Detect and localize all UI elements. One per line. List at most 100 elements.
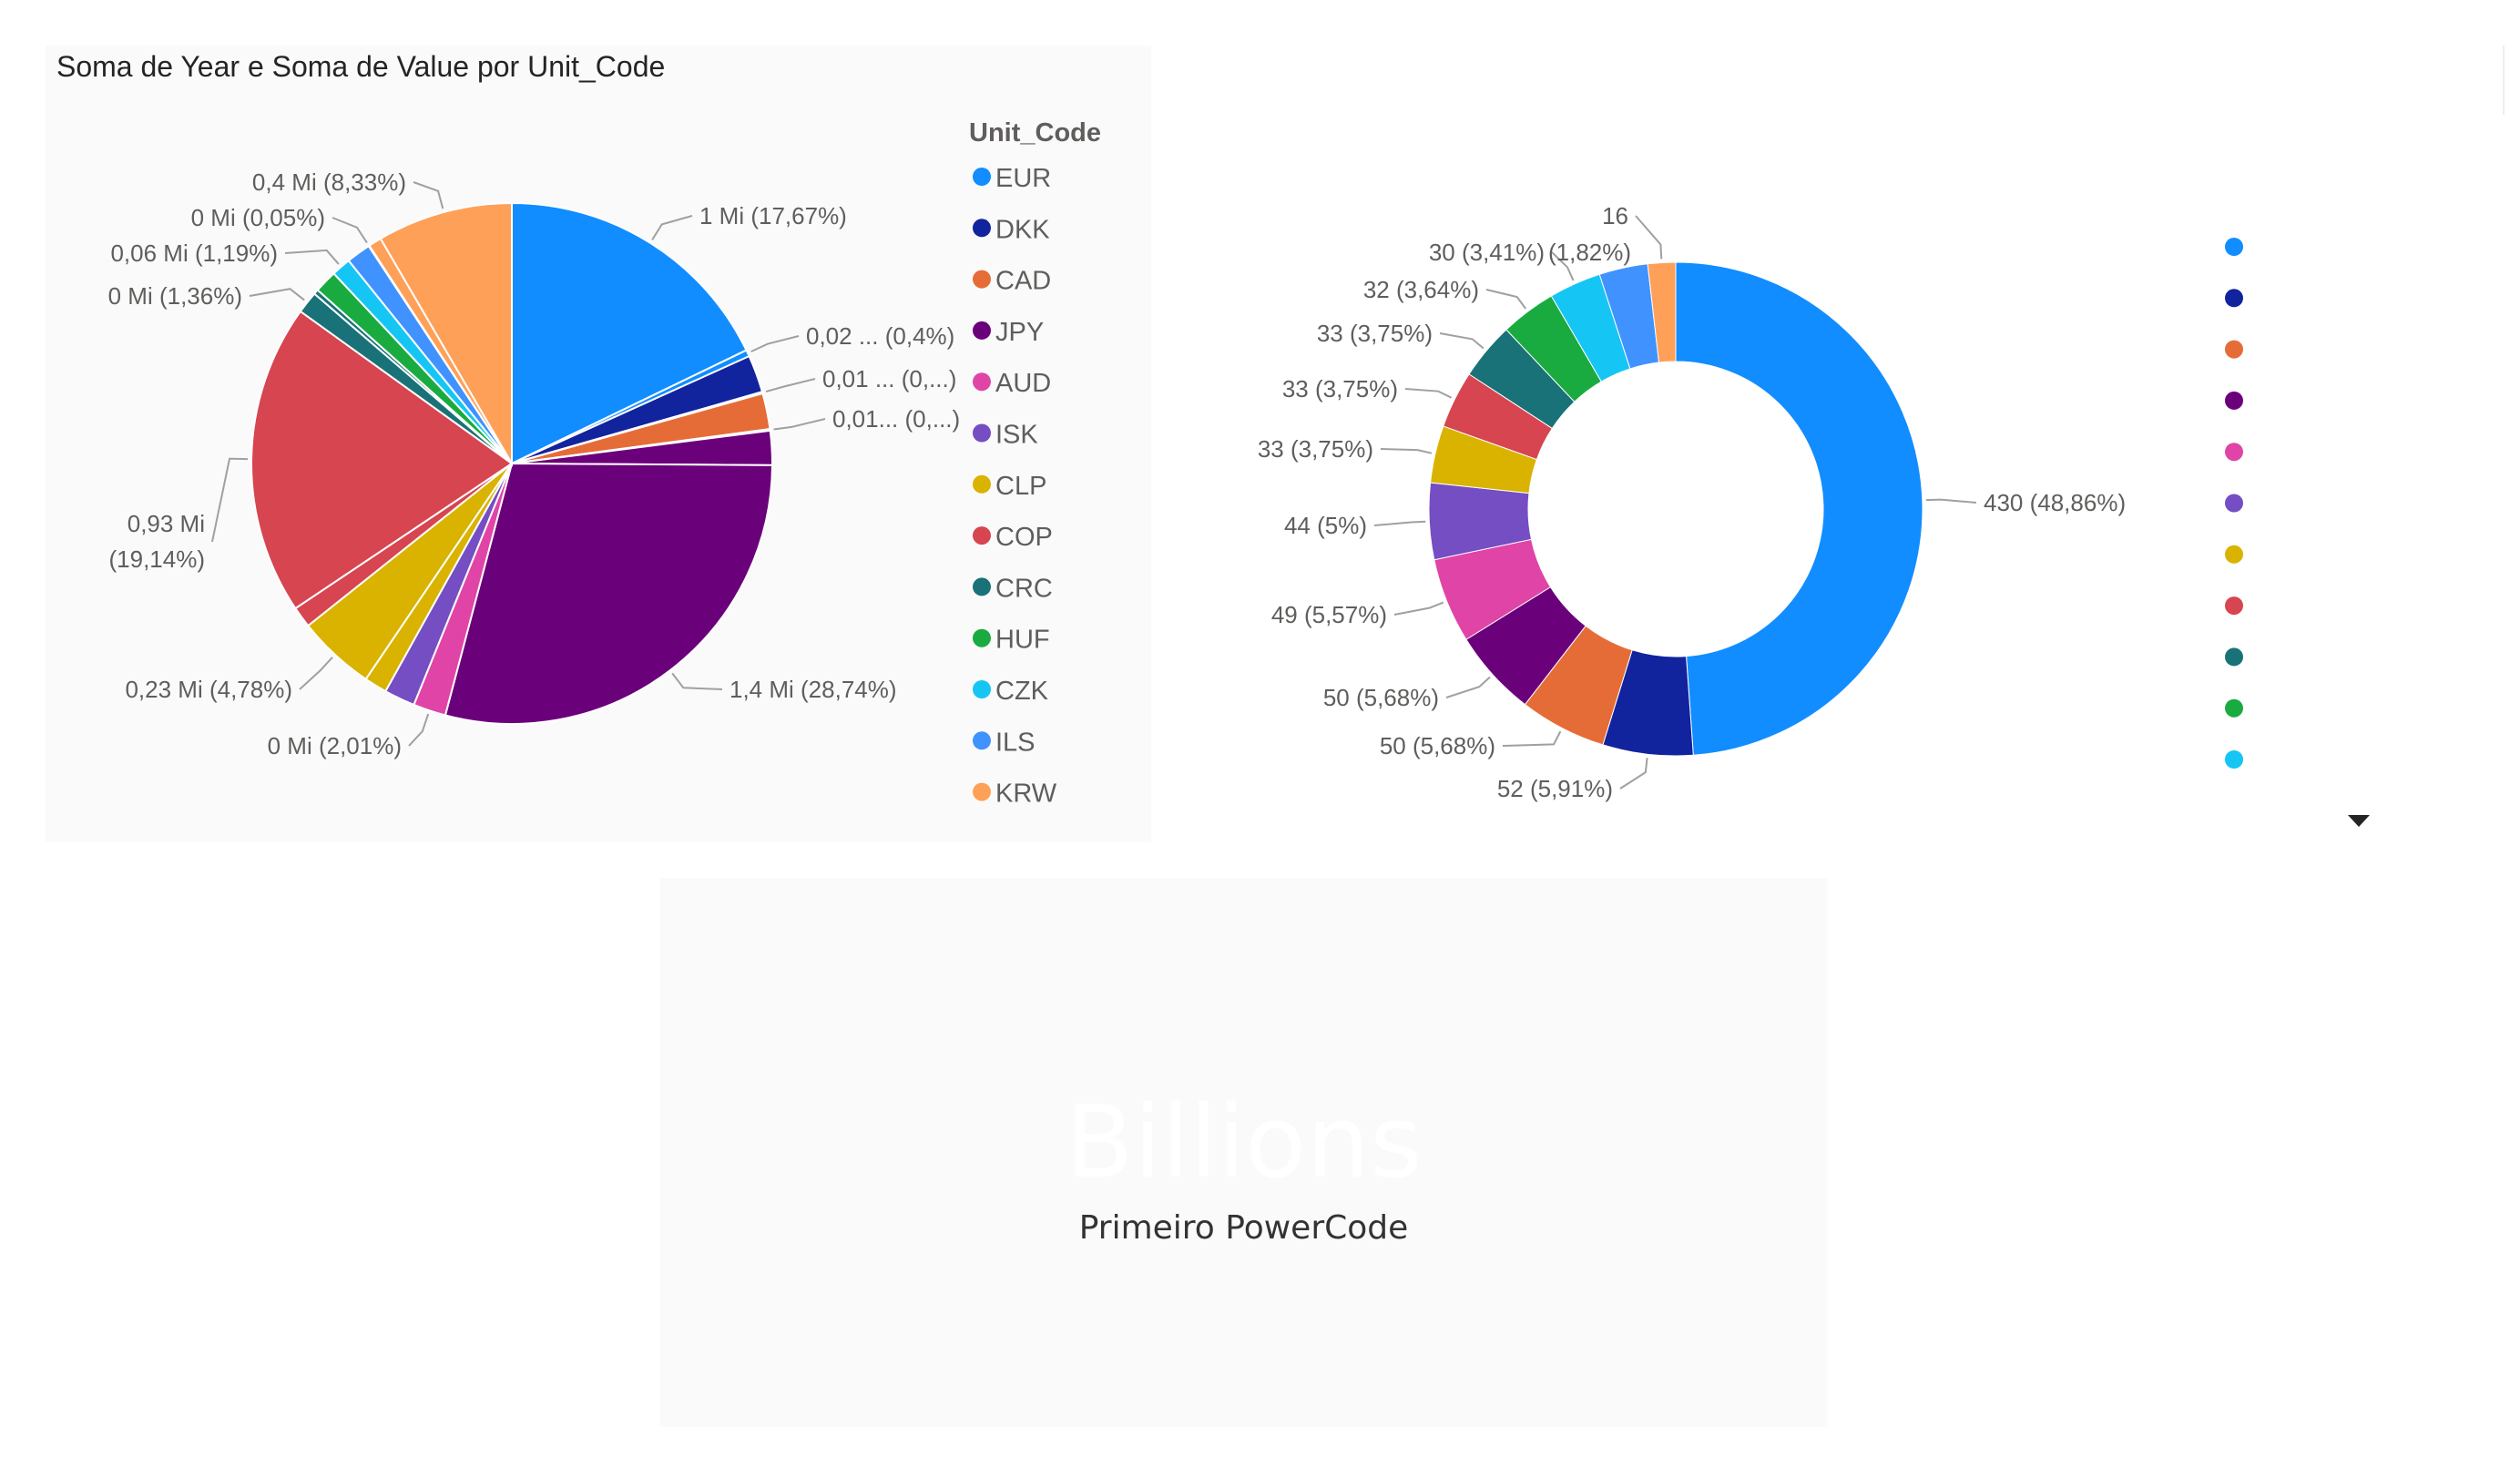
legend-marker-icon-czk[interactable] (2225, 750, 2243, 769)
legend-item-krw[interactable]: KRW (973, 779, 1057, 809)
pie-data-labels: 1 Mi (17,67%) 0,02 ... (0,4%) 0,01 ... (0,… (108, 168, 961, 759)
legend-marker-icon-aud[interactable] (2225, 443, 2243, 462)
legend-item-czk[interactable]: CZK (973, 677, 1049, 706)
donut-data-label: 33 (3,75%) (1258, 435, 1373, 463)
leader-line (651, 215, 693, 240)
legend-label: CZK (995, 677, 1049, 706)
pie-slice-krw[interactable] (379, 201, 513, 467)
leader-line (299, 657, 333, 690)
legend-marker-icon (973, 219, 991, 238)
donut-chart (1428, 261, 1923, 757)
donut-slice-krw[interactable] (1647, 261, 1677, 363)
pie-data-label: 1,4 Mi (28,74%) (729, 676, 897, 703)
legend-item-aud[interactable]: AUD (973, 369, 1051, 398)
legend-label: DKK (995, 215, 1050, 244)
donut-data-label: 33 (3,75%) (1282, 375, 1398, 402)
legend-marker-icon-isk[interactable] (2225, 494, 2243, 513)
pie-data-label: 0 Mi (1,36%) (108, 282, 242, 310)
legend-label: AUD (995, 369, 1051, 398)
leader-line (1439, 332, 1484, 350)
pie-data-label: 0,01 ... (0,...) (822, 365, 956, 392)
leader-line (1925, 498, 1977, 504)
legend-label: ILS (995, 728, 1036, 757)
leader-line (249, 288, 305, 301)
donut-data-label: 16 (1602, 202, 1628, 229)
leader-line (284, 249, 340, 265)
leader-line (408, 713, 430, 747)
pie-data-label: 1 Mi (17,67%) (699, 202, 847, 229)
donut-data-label: 50 (5,68%) (1323, 684, 1439, 711)
legend-marker-icon-dkk[interactable] (2225, 289, 2243, 308)
donut-slice-eur[interactable] (1675, 261, 1923, 756)
legend-marker-icon-clp[interactable] (2225, 545, 2243, 564)
legend-marker-icon (973, 782, 991, 801)
leader-line (671, 672, 723, 690)
legend-marker-icon (973, 270, 991, 289)
pie-data-label: 0,4 Mi (8,33%) (252, 168, 406, 196)
legend-label: KRW (995, 779, 1057, 809)
legend-label: CRC (995, 574, 1053, 603)
donut-data-label: 430 (48,86%) (1984, 489, 2126, 516)
legend-label: ISK (995, 421, 1038, 450)
legend-marker-icon (973, 628, 991, 647)
donut-data-label: 32 (3,64%) (1363, 276, 1479, 303)
pie-slice-eur[interactable] (511, 201, 748, 465)
visual-border (2503, 46, 2505, 115)
legend-marker-icon (973, 168, 991, 186)
leader-line (332, 217, 368, 244)
legend-label: EUR (995, 164, 1051, 193)
pie-slice-jpy[interactable] (444, 462, 774, 725)
legend-item-clp[interactable]: CLP (973, 472, 1046, 501)
legend-scroll-down-icon[interactable] (2348, 815, 2370, 827)
pie-data-label: 0,02 ... (0,4%) (806, 322, 954, 350)
pie-chart (250, 201, 774, 725)
legend-label: JPY (995, 318, 1044, 347)
legend-label: COP (995, 523, 1053, 552)
card-value: Billions (1065, 1084, 1423, 1200)
leader-line (211, 457, 249, 543)
card-visual[interactable] (660, 878, 1827, 1427)
pie-data-label: 0 Mi (2,01%) (268, 732, 402, 759)
pie-chart-title: Soma de Year e Soma de Value por Unit_Co… (56, 50, 665, 83)
donut-data-label: 33 (3,75%) (1317, 320, 1433, 347)
legend-marker-icon-huf[interactable] (2225, 698, 2243, 718)
legend-item-eur[interactable]: EUR (973, 164, 1051, 193)
card-label: Primeiro PowerCode (1078, 1209, 1409, 1247)
legend-item-dkk[interactable]: DKK (973, 215, 1050, 244)
donut-data-label: 44 (5%) (1284, 512, 1367, 539)
leader-line (1373, 520, 1426, 526)
legend-item-cop[interactable]: COP (973, 523, 1053, 552)
legend-item-crc[interactable]: CRC (973, 574, 1053, 603)
pie-slice-cop[interactable] (250, 310, 514, 610)
pie-data-label: 0,01... (0,...) (832, 405, 960, 433)
leader-line (765, 378, 816, 393)
legend-item-cad[interactable]: CAD (973, 267, 1051, 296)
pie-data-label: 0,06 Mi (1,19%) (110, 239, 278, 267)
legend-label: HUF (995, 626, 1050, 655)
legend-marker-icon-eur[interactable] (2225, 238, 2243, 256)
legend-marker-icon-jpy[interactable] (2225, 391, 2243, 410)
leader-line (1380, 448, 1433, 454)
pie-legend: EUR DKK CAD JPY AUD ISK CLP COP CRC HUF CZK ILS KRW (973, 164, 1057, 809)
legend-label: CLP (995, 472, 1046, 501)
legend-marker-icon (973, 577, 991, 596)
legend-marker-icon (973, 526, 991, 545)
leader-line (1635, 215, 1663, 260)
legend-marker-icon-cad[interactable] (2225, 340, 2243, 359)
leader-line (413, 181, 444, 209)
legend-item-ils[interactable]: ILS (973, 728, 1036, 757)
legend-marker-icon (973, 680, 991, 698)
donut-legend (2225, 238, 2243, 769)
legend-marker-icon (973, 321, 991, 340)
legend-marker-icon-cop[interactable] (2225, 596, 2243, 616)
leader-line (1393, 601, 1444, 616)
legend-marker-icon (973, 474, 991, 494)
legend-item-isk[interactable]: ISK (973, 421, 1038, 450)
donut-data-label: (1,82%) (1548, 239, 1631, 266)
donut-data-label: 49 (5,57%) (1271, 601, 1387, 628)
legend-item-huf[interactable]: HUF (973, 626, 1050, 655)
legend-title: Unit_Code (969, 118, 1101, 148)
legend-marker-icon-crc[interactable] (2225, 647, 2243, 667)
legend-marker-icon (973, 372, 991, 392)
legend-item-jpy[interactable]: JPY (973, 318, 1044, 347)
